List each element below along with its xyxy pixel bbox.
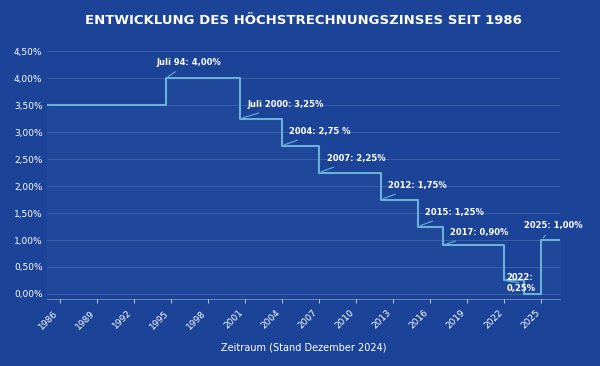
Text: 2022:
0,25%: 2022: 0,25% xyxy=(507,273,536,293)
X-axis label: Zeitraum (Stand Dezember 2024): Zeitraum (Stand Dezember 2024) xyxy=(221,342,386,352)
Text: Juli 2000: 3,25%: Juli 2000: 3,25% xyxy=(243,100,324,118)
Text: 2007: 2,25%: 2007: 2,25% xyxy=(322,154,385,172)
Text: Juli 94: 4,00%: Juli 94: 4,00% xyxy=(156,58,221,76)
Text: 2004: 2,75 %: 2004: 2,75 % xyxy=(284,127,351,145)
Text: 2025: 1,00%: 2025: 1,00% xyxy=(524,221,583,238)
Text: 2015: 1,25%: 2015: 1,25% xyxy=(421,208,484,225)
Title: ENTWICKLUNG DES HÖCHSTRECHNUNGSZINSES SEIT 1986: ENTWICKLUNG DES HÖCHSTRECHNUNGSZINSES SE… xyxy=(85,14,522,27)
Text: 2017: 0,90%: 2017: 0,90% xyxy=(445,228,508,244)
Text: 2012: 1,75%: 2012: 1,75% xyxy=(383,182,447,199)
